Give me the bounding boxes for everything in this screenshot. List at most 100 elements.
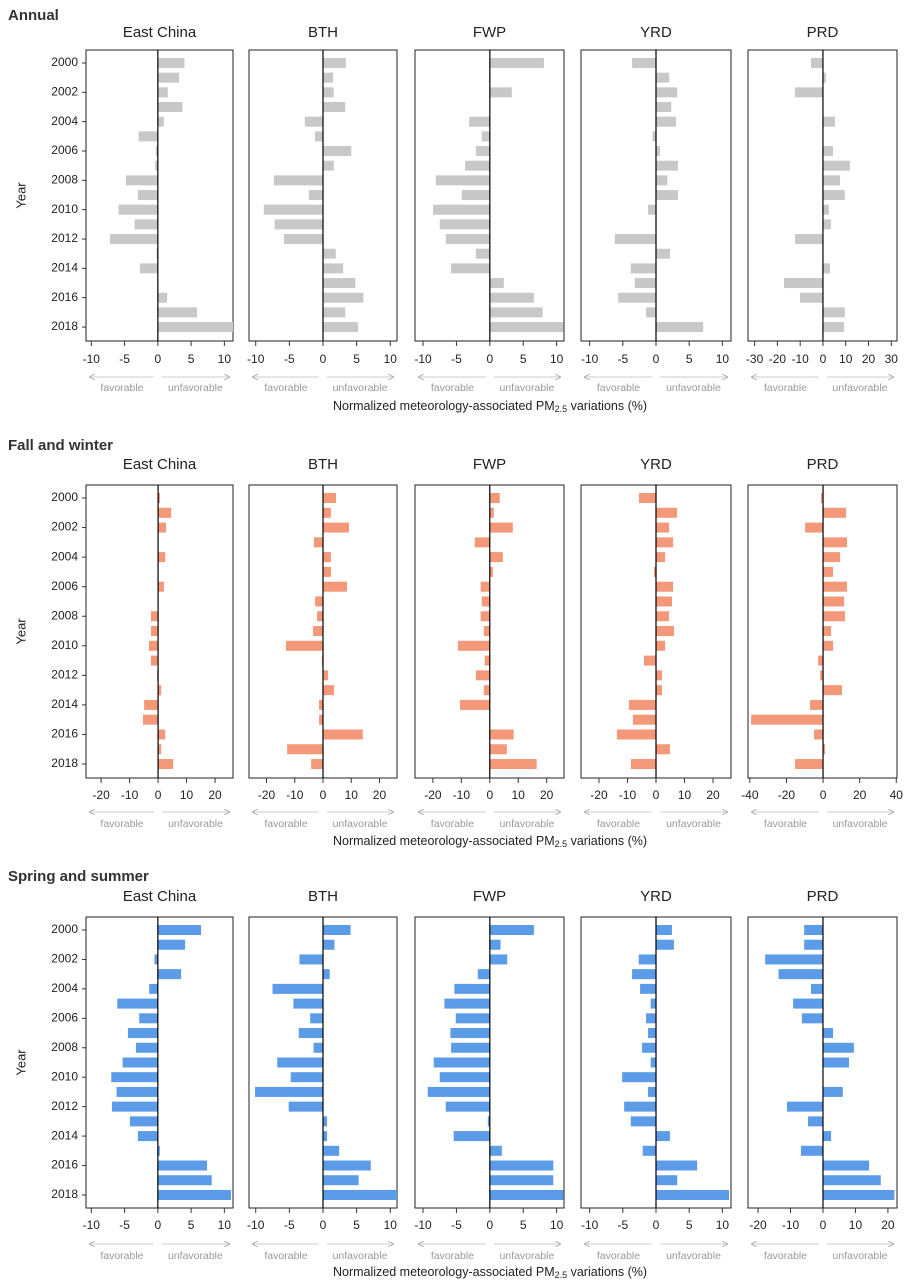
x-tick-label: 10	[550, 1218, 564, 1232]
bar	[116, 1086, 158, 1097]
panel-title: PRD	[807, 24, 839, 41]
panel-title: BTH	[308, 888, 338, 905]
bar	[142, 714, 159, 725]
bar	[461, 190, 490, 201]
bar	[454, 983, 490, 994]
bar	[652, 131, 656, 142]
x-tick-label: 10	[678, 788, 692, 802]
x-axis-label: Normalized meteorology-associated PM2.5 …	[333, 834, 647, 849]
bar	[111, 1072, 158, 1083]
bar	[765, 954, 823, 965]
x-tick-label: -30	[746, 352, 764, 366]
unfavorable-label: unfavorable	[499, 382, 554, 394]
y-tick-label: 2016	[51, 727, 78, 741]
bar	[823, 581, 848, 592]
y-tick-label: 2002	[51, 952, 78, 966]
x-tick-label: 20	[862, 352, 876, 366]
bar	[489, 552, 503, 563]
x-tick-label: 0	[320, 352, 327, 366]
bar	[794, 87, 823, 98]
unfavorable-label: unfavorable	[833, 1250, 888, 1262]
bar	[277, 1057, 323, 1068]
bar	[622, 1072, 656, 1083]
bar	[804, 925, 823, 935]
x-tick-label: -40	[741, 788, 759, 802]
bar	[323, 939, 335, 950]
y-axis-label: Year	[13, 182, 28, 209]
bar	[489, 87, 512, 98]
bar	[273, 175, 323, 186]
bar	[822, 1057, 849, 1068]
favorable-label: favorable	[100, 818, 143, 830]
x-tick-label: -5	[284, 352, 295, 366]
bar	[822, 322, 844, 333]
x-tick-label: 10	[384, 1218, 398, 1232]
favorable-label: favorable	[431, 382, 474, 394]
bar	[656, 87, 678, 98]
bar	[323, 552, 331, 563]
bar	[157, 58, 185, 68]
x-tick-label: -10	[121, 788, 139, 802]
bar	[489, 1189, 564, 1200]
bar	[810, 699, 824, 710]
y-tick-label: 2018	[51, 756, 78, 770]
x-axis-label-sub: 2.5	[555, 404, 568, 414]
x-tick-label: 5	[686, 352, 693, 366]
bar	[483, 685, 490, 696]
bar	[283, 234, 323, 245]
bar	[630, 1116, 656, 1127]
y-tick-label: 2002	[51, 520, 78, 534]
bar	[477, 969, 490, 980]
bar	[654, 566, 656, 577]
bar	[323, 160, 334, 171]
bar	[157, 969, 182, 980]
bar	[475, 670, 490, 681]
panel-title: East China	[123, 456, 197, 473]
x-tick-label: -10	[581, 1218, 599, 1232]
bar	[150, 611, 159, 622]
bar	[158, 493, 161, 503]
x-tick-label: -20	[778, 788, 796, 802]
panel-title: BTH	[308, 456, 338, 473]
bar	[319, 714, 323, 725]
bar	[656, 102, 672, 113]
bar	[489, 1160, 554, 1171]
bar	[489, 58, 544, 68]
bar	[157, 1160, 208, 1171]
bar	[823, 640, 834, 651]
bar	[469, 116, 490, 127]
favorable-label: favorable	[431, 818, 474, 830]
unfavorable-label: unfavorable	[168, 818, 223, 830]
bar	[323, 969, 330, 980]
bar	[814, 729, 824, 740]
row-title: Annual	[8, 7, 59, 24]
bar	[308, 190, 323, 201]
row-title: Fall and winter	[8, 437, 113, 454]
x-tick-label: 20	[540, 788, 554, 802]
bar	[323, 729, 363, 740]
bar	[656, 72, 670, 83]
bar	[489, 1175, 554, 1186]
x-tick-label: 5	[353, 1218, 360, 1232]
bar	[137, 190, 158, 201]
panel-frame	[85, 484, 234, 779]
bar	[656, 190, 678, 201]
bar	[290, 1072, 323, 1083]
y-tick-label: 2000	[51, 490, 78, 504]
bar	[656, 685, 662, 696]
bar	[656, 552, 666, 563]
bar	[323, 248, 336, 259]
bar	[293, 998, 323, 1009]
bar	[822, 1175, 881, 1186]
x-tick-label: 0	[820, 788, 827, 802]
bar	[427, 1086, 490, 1097]
bar	[157, 1189, 232, 1200]
bar	[323, 87, 334, 98]
bar	[656, 1189, 730, 1200]
bar	[157, 292, 168, 303]
x-axis-label-sub: 2.5	[555, 1270, 568, 1280]
bar	[656, 744, 670, 755]
unfavorable-label: unfavorable	[333, 818, 388, 830]
x-tick-label: 30	[885, 352, 899, 366]
x-tick-label: 10	[345, 788, 359, 802]
